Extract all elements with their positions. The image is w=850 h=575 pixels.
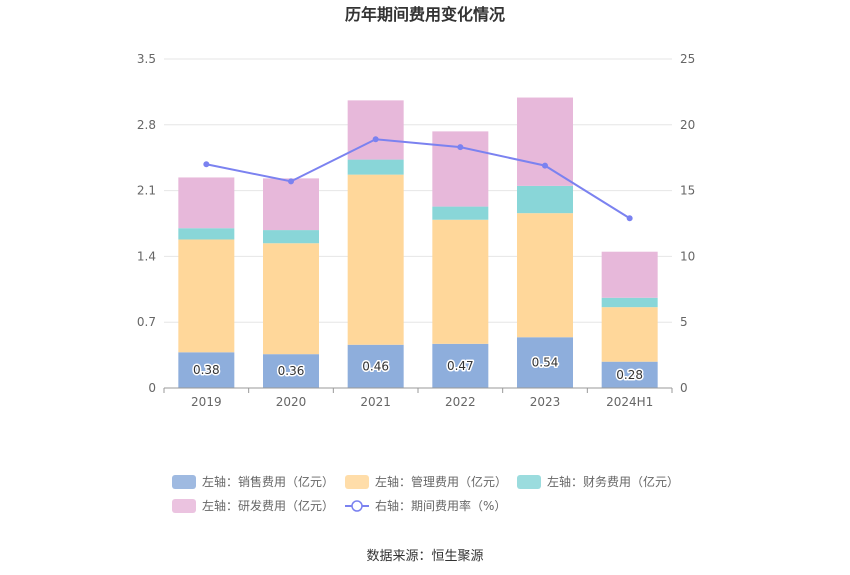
bar-segment <box>601 307 658 362</box>
left-tick-label: 0 <box>148 381 156 395</box>
x-tick-label: 2023 <box>530 395 561 409</box>
legend: 左轴：销售费用（亿元） 左轴：管理费用（亿元） 左轴：财务费用（亿元） 左轴：研发费用… <box>172 474 679 513</box>
legend-swatch <box>517 475 541 489</box>
left-tick-label: 2.1 <box>137 184 156 198</box>
bar-segment <box>263 230 319 244</box>
rate-point <box>542 162 548 169</box>
bar-data-label: 0.54 <box>532 356 559 370</box>
axes: 0 0.7 1.4 2.1 2.8 3.5 0 5 10 15 20 25 2019 2020 2021 20… <box>137 52 695 409</box>
x-tick-label: 2022 <box>445 395 476 409</box>
source-note: 数据来源：恒生聚源 <box>366 549 484 564</box>
bar-segment <box>347 344 404 388</box>
bar-segment <box>601 251 658 298</box>
legend-swatch <box>172 499 196 513</box>
rate-point <box>457 144 464 151</box>
bar-segment <box>432 206 489 220</box>
bar-data-label: 0.36 <box>278 364 305 378</box>
rate-point <box>372 136 379 143</box>
bar-segment <box>432 131 489 207</box>
left-tick-label: 0.7 <box>137 315 156 329</box>
legend-label: 右轴：期间费用率（%） <box>375 498 506 513</box>
right-tick-label: 0 <box>680 381 688 395</box>
x-tick-label: 2019 <box>191 395 222 409</box>
legend-label: 左轴：研发费用（亿元） <box>202 498 334 513</box>
bar-segment <box>601 361 658 388</box>
bar-segment <box>263 243 319 355</box>
bar-data-label: 0.28 <box>616 368 643 382</box>
bar-segment <box>347 159 404 175</box>
bar-data-label: 0.38 <box>193 363 220 377</box>
bars: 0.38 0.36 0.46 0.47 0.54 0.28 <box>178 97 658 388</box>
bar-data-label: 0.47 <box>447 359 474 373</box>
left-tick-label: 3.5 <box>137 52 156 66</box>
left-tick-label: 1.4 <box>137 249 156 263</box>
bar-segment <box>517 185 573 214</box>
grid <box>164 58 672 323</box>
bar-segment <box>347 174 404 345</box>
left-tick-label: 2.8 <box>137 118 156 132</box>
chart-title: 历年期间费用变化情况 <box>345 5 505 24</box>
x-tick-label: 2024H1 <box>606 395 653 409</box>
rate-point <box>626 215 633 222</box>
legend-swatch <box>345 475 369 489</box>
bar-segment <box>263 354 319 388</box>
right-tick-label: 15 <box>680 184 695 198</box>
legend-label: 左轴：管理费用（亿元） <box>375 474 507 489</box>
rate-line <box>203 136 633 222</box>
bar-segment <box>517 213 573 338</box>
bar-segment <box>263 178 319 231</box>
right-tick-label: 5 <box>680 315 688 329</box>
bar-segment <box>517 97 573 186</box>
x-tick-label: 2020 <box>276 395 307 409</box>
bar-segment <box>347 100 404 160</box>
right-tick-label: 25 <box>680 52 695 66</box>
right-tick-label: 10 <box>680 249 695 263</box>
bar-segment <box>601 297 658 308</box>
rate-polyline <box>206 138 631 220</box>
bar-segment <box>432 343 489 388</box>
rate-point <box>288 178 294 185</box>
bar-segment <box>517 337 573 388</box>
bar-data-label: 0.46 <box>362 359 389 373</box>
right-tick-label: 20 <box>680 118 695 132</box>
rate-point <box>203 161 210 168</box>
x-tick-label: 2021 <box>360 395 391 409</box>
legend-label: 左轴：销售费用（亿元） <box>202 474 334 489</box>
legend-marker <box>351 500 363 512</box>
legend-swatch <box>172 475 196 489</box>
legend-label: 左轴：财务费用（亿元） <box>547 474 679 489</box>
bar-segment <box>178 239 235 353</box>
bar-segment <box>178 352 235 388</box>
bar-segment <box>178 228 235 240</box>
bar-segment <box>432 219 489 344</box>
bar-segment <box>178 177 235 229</box>
